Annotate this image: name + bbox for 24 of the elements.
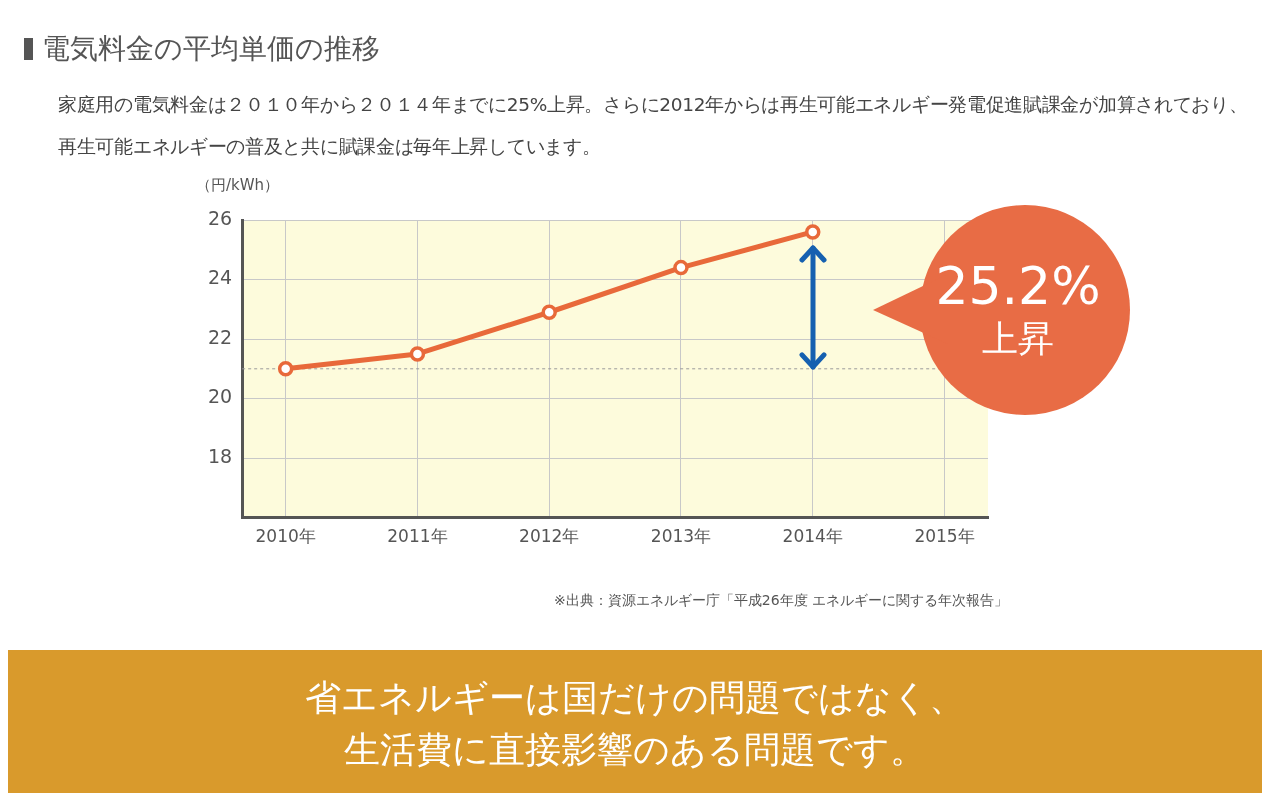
x-tick-label: 2011年 <box>387 526 448 547</box>
point <box>277 361 294 377</box>
annotation: 上昇 <box>981 318 1055 360</box>
y-tick-label: 20 <box>207 385 233 408</box>
y-axis-title: （円/kWh） <box>196 176 280 194</box>
x-tick-label: 2015年 <box>914 526 975 547</box>
y-tick-label: 22 <box>207 325 233 348</box>
x-tick-label: 2013年 <box>650 526 712 547</box>
point <box>805 224 821 240</box>
chart-title: 電気料金の平均単価の推移 <box>42 31 380 67</box>
chart-subtitle: 家庭用の電気料金は２０１０年から２０１４年までに25%上昇。さらに2012年からは再生可能エネルギー発電促進賦課金が加算されており、再生可能エネルギーの普及と共に賦課金は毎年上昇しています。 <box>58 93 1248 159</box>
text: 生活費に直接影響のある問題です。 <box>343 728 927 772</box>
point <box>409 346 426 362</box>
x-tick-label: 2012年 <box>519 526 580 547</box>
text: 省エネルギーは国だけの問題ではなく、 <box>304 676 966 720</box>
text: ※出典：資源エネルギー庁「平成26年度 エネルギーに関する年次報告」 <box>553 592 1008 610</box>
point <box>541 304 557 321</box>
x-tick-label: 2010年 <box>255 526 316 547</box>
annotation: 25.2% <box>934 256 1102 316</box>
y-tick-label: 26 <box>207 206 233 229</box>
x-tick-label: 2014年 <box>782 526 843 547</box>
y-tick-label: 18 <box>207 445 233 468</box>
point <box>673 259 689 276</box>
y-tick-label: 24 <box>207 266 233 289</box>
